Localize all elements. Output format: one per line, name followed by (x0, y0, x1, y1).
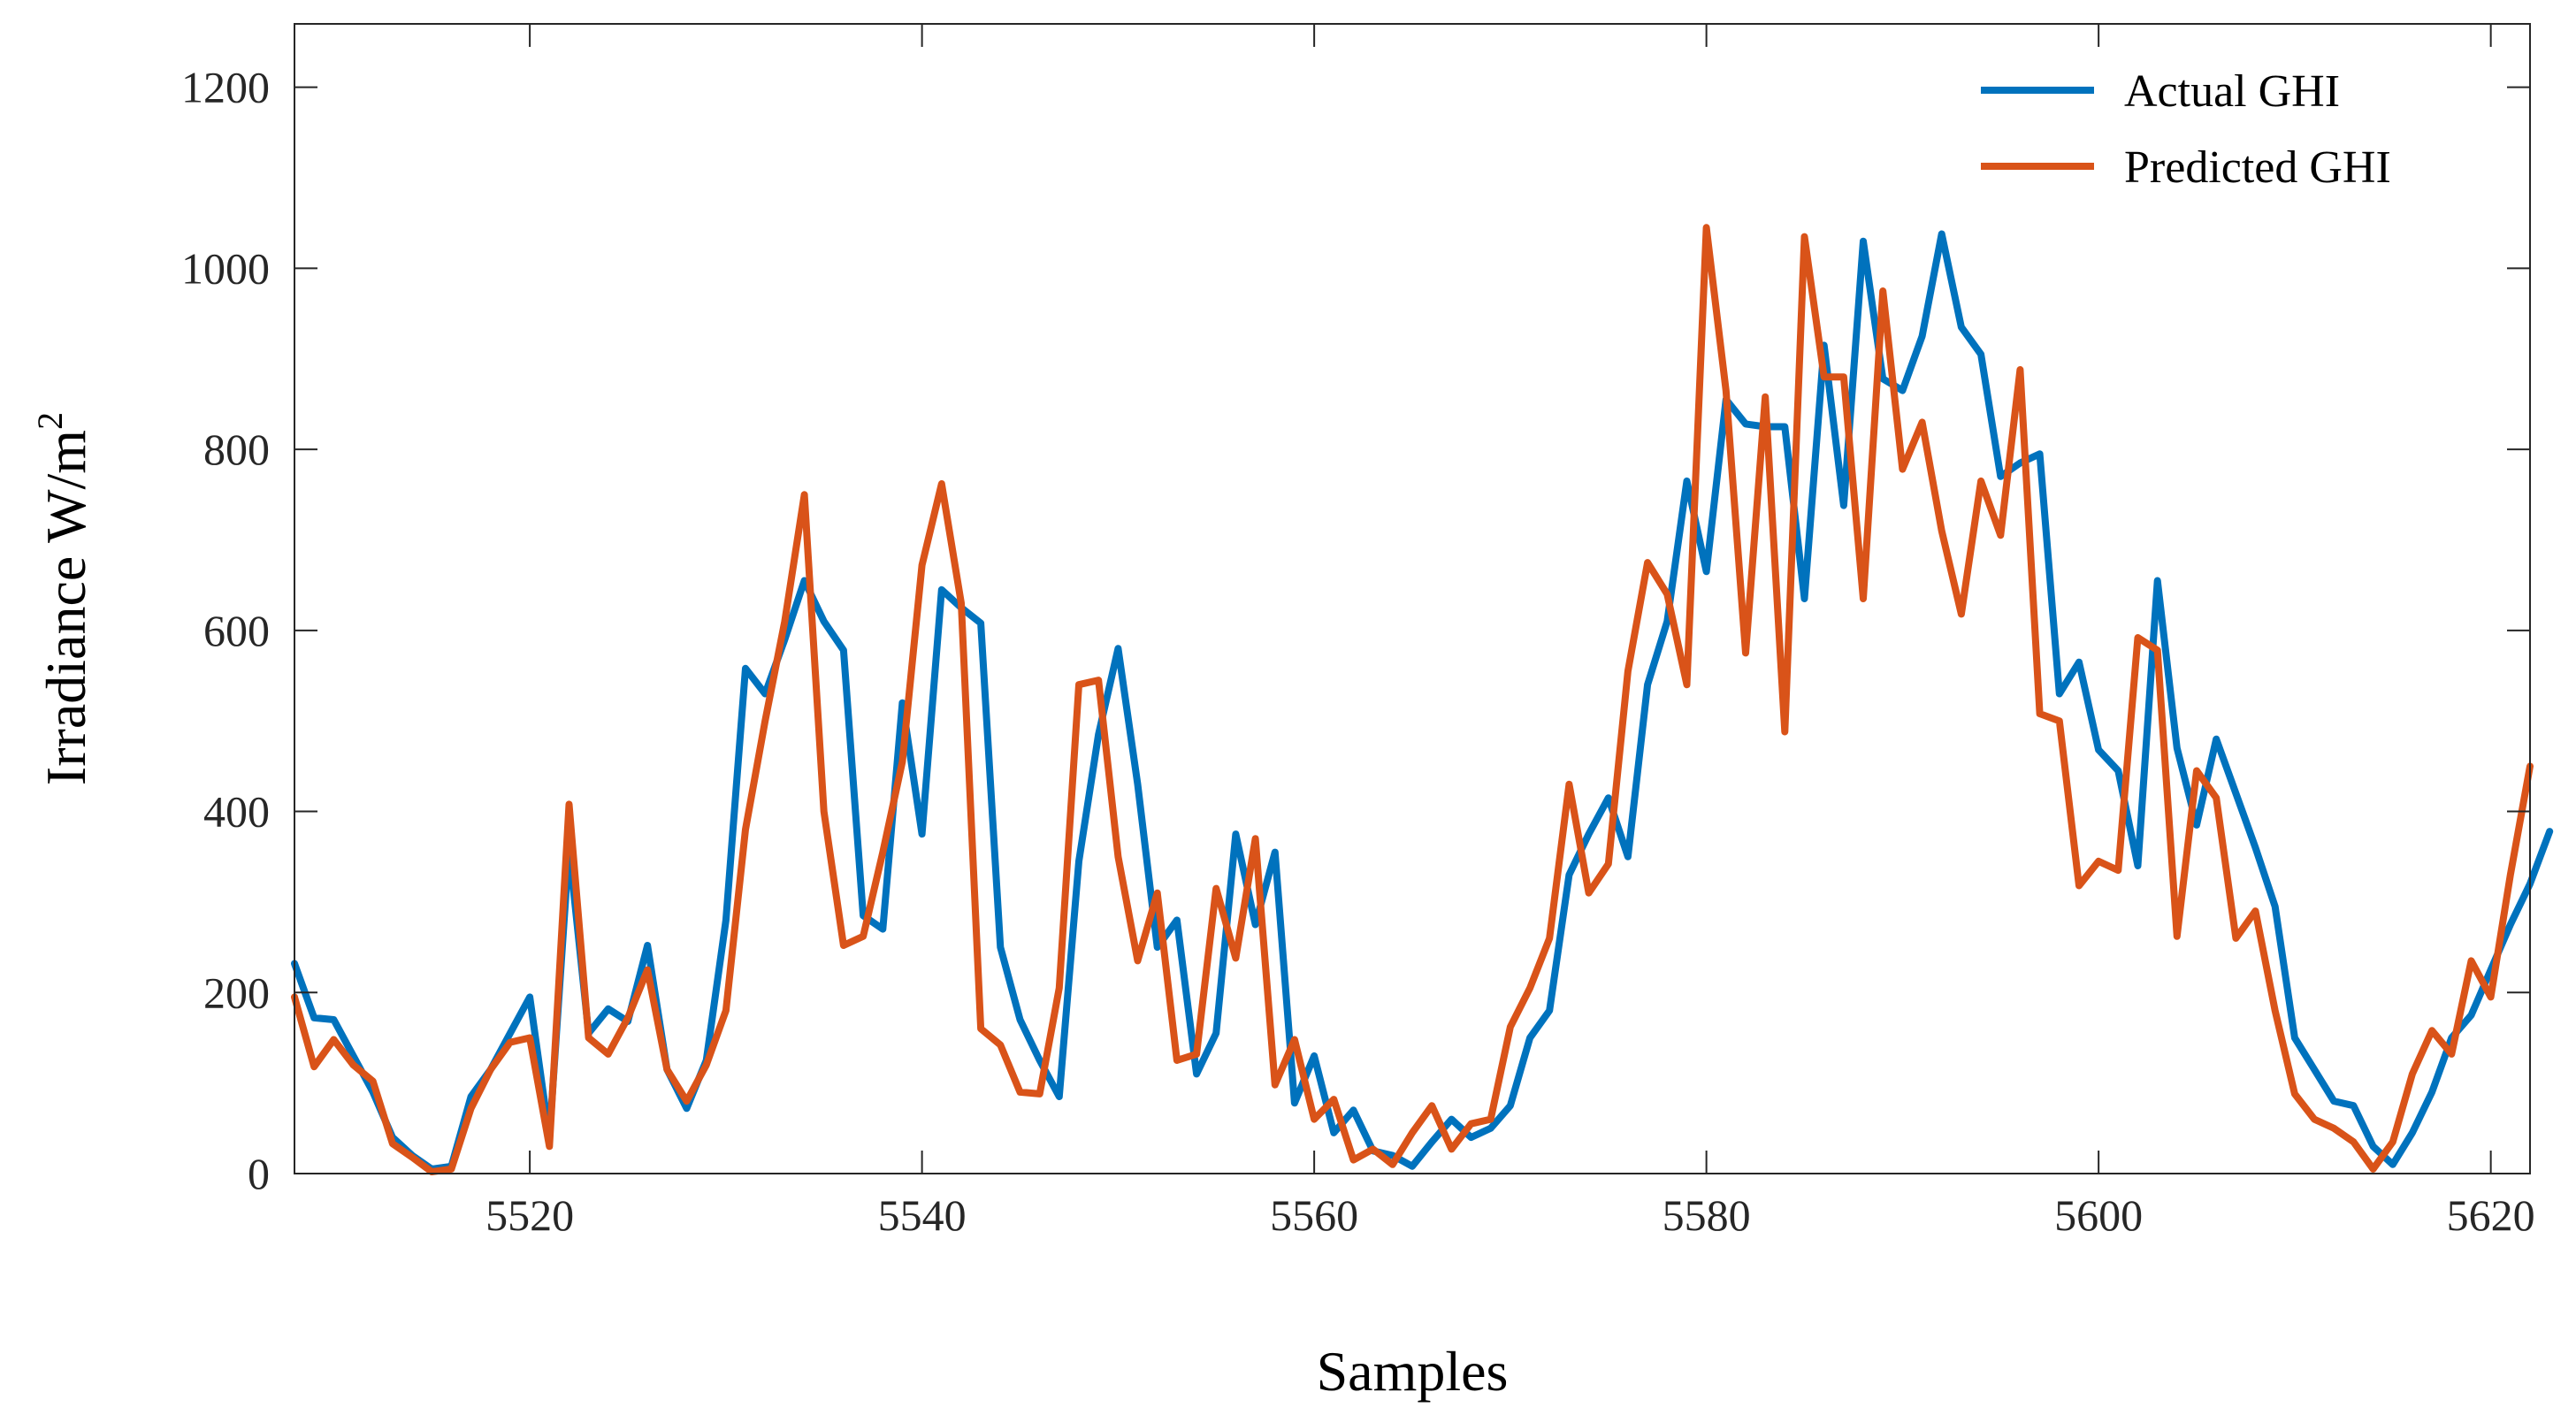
x-tick-label: 5600 (2054, 1190, 2143, 1240)
legend-label: Predicted GHI (2124, 142, 2391, 193)
x-tick-label: 5580 (1663, 1190, 1751, 1240)
x-tick-label: 5520 (485, 1190, 574, 1240)
y-tick-label: 400 (203, 787, 270, 837)
y-tick-label: 800 (203, 424, 270, 474)
ticks-layer: 5520 5540 5560 5580 5600 5620 0 200 400 600 800 100… (181, 24, 2535, 1240)
legend: Actual GHI Predicted GHI (1981, 66, 2391, 193)
legend-label: Actual GHI (2124, 66, 2340, 117)
y-tick-label: 0 (248, 1149, 270, 1198)
x-tick-label: 5560 (1270, 1190, 1358, 1240)
y-tick-label: 600 (203, 606, 270, 655)
series-layer (291, 224, 2554, 1175)
x-axis-label: Samples (1317, 1340, 1509, 1403)
y-tick-label: 200 (203, 968, 270, 1017)
y-axis-label-text: Irradiance W/m (34, 430, 97, 785)
y-axis-label: Irradiance W/m2 (30, 412, 97, 785)
series-line-predicted-ghi (291, 224, 2534, 1175)
x-tick-label: 5540 (878, 1190, 967, 1240)
plot-frame (294, 23, 2531, 1174)
y-axis-label-superscript: 2 (30, 412, 70, 430)
x-tick-label: 5620 (2447, 1190, 2535, 1240)
y-tick-label: 1200 (181, 63, 270, 112)
y-tick-label: 1000 (181, 243, 270, 293)
